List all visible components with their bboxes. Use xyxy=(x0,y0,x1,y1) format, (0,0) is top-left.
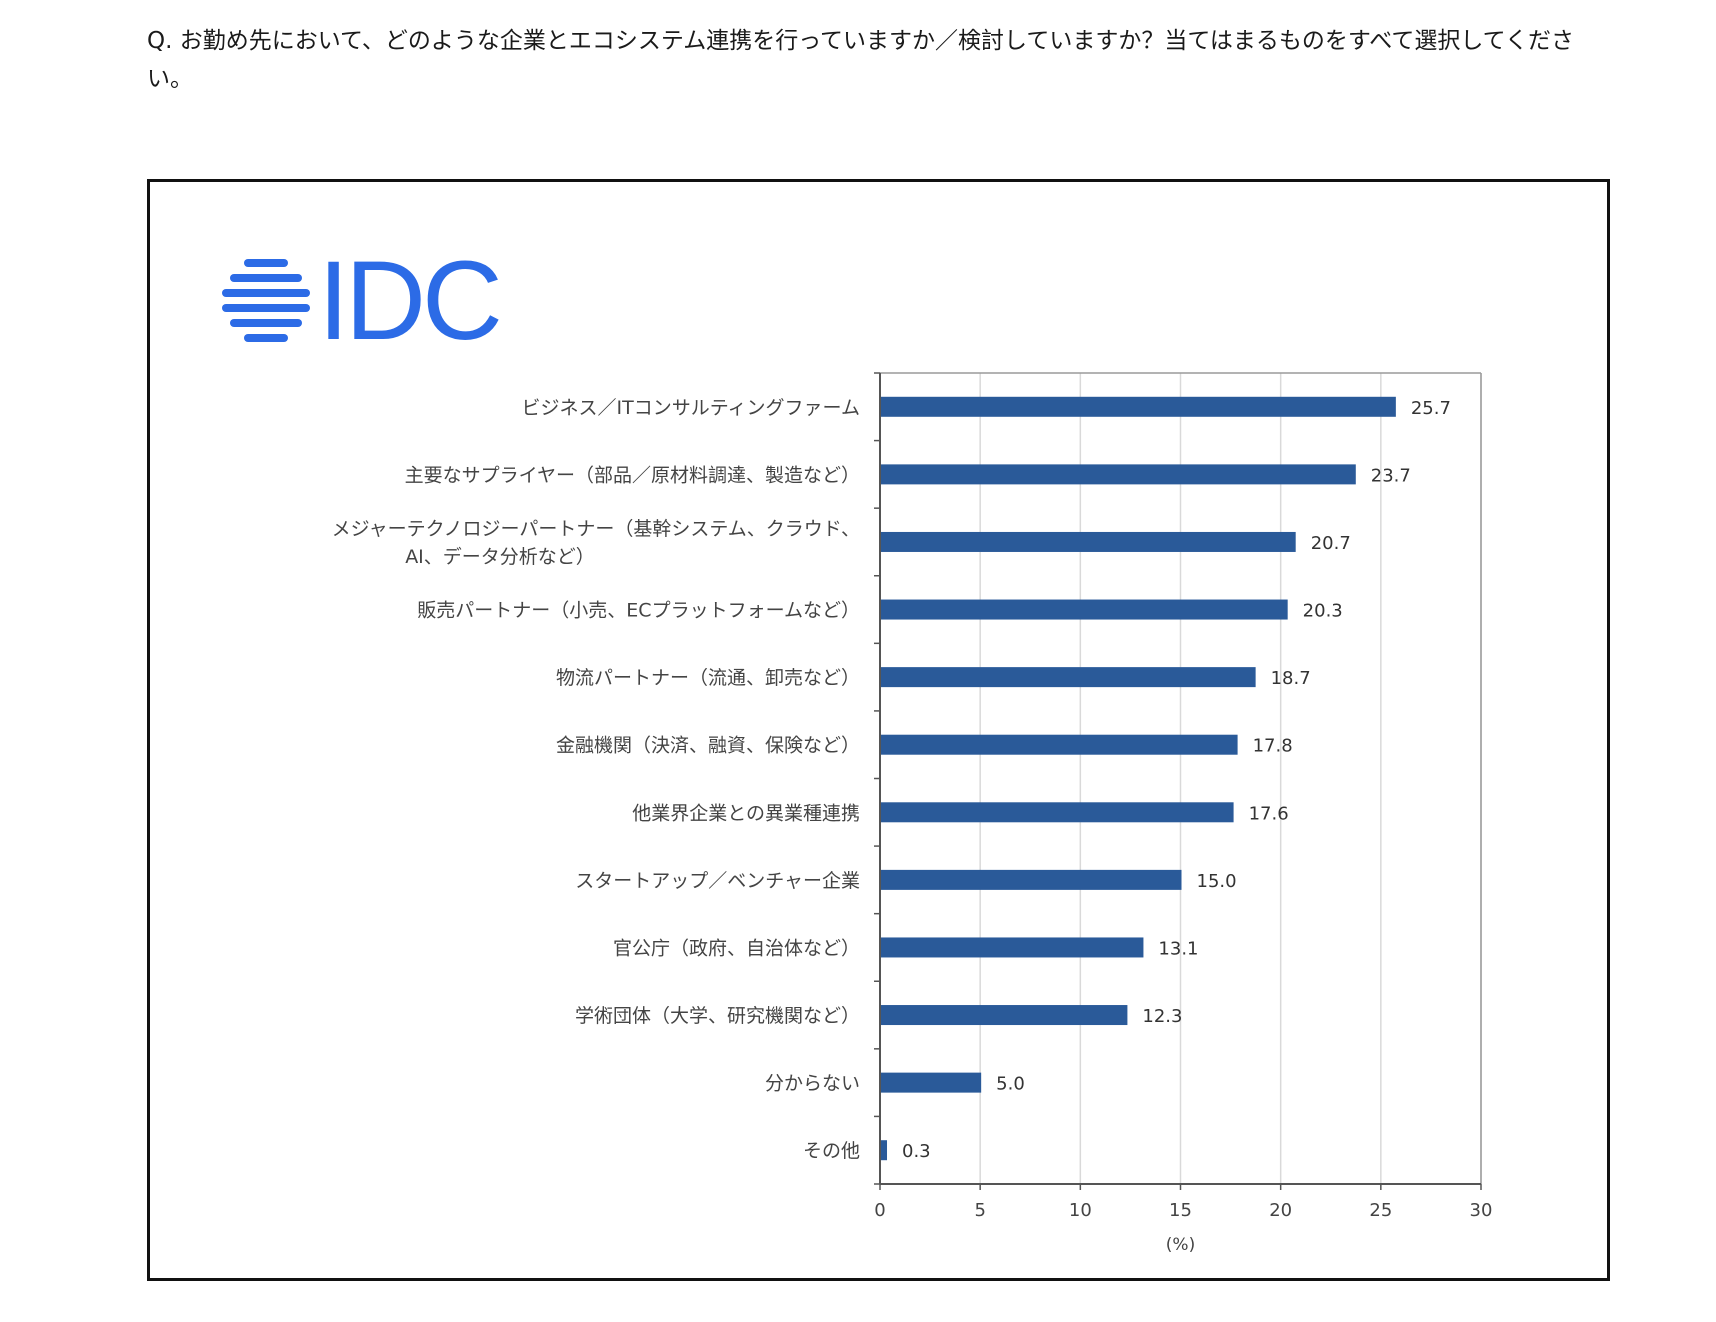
x-tick-label: 0 xyxy=(874,1200,885,1221)
value-label: 15.0 xyxy=(1197,871,1237,892)
logo-stripe xyxy=(230,274,302,282)
value-label: 13.1 xyxy=(1158,938,1198,959)
logo-stripe xyxy=(222,289,310,297)
x-tick-label: 25 xyxy=(1369,1200,1392,1221)
value-label: 25.7 xyxy=(1411,398,1451,419)
category-label: 学術団体（大学、研究機関など） xyxy=(575,1005,860,1027)
value-label: 17.8 xyxy=(1253,736,1293,757)
category-label: 物流パートナー（流通、卸売など） xyxy=(556,667,860,689)
question-text: Q. お勤め先において、どのような企業とエコシステム連携を行っていますか／検討し… xyxy=(147,28,1574,92)
x-tick-label: 30 xyxy=(1470,1200,1493,1221)
grid-layer xyxy=(979,373,1482,1184)
logo-text: IDC xyxy=(318,255,499,345)
bar xyxy=(881,396,1396,417)
logo-stripe xyxy=(244,334,288,342)
bar xyxy=(881,734,1238,755)
value-label: 23.7 xyxy=(1371,465,1411,486)
value-label: 20.7 xyxy=(1311,533,1351,554)
x-axis-title: (%) xyxy=(1166,1235,1195,1255)
category-label: 官公庁（政府、自治体など） xyxy=(613,937,860,959)
value-label: 20.3 xyxy=(1303,601,1343,622)
bar xyxy=(881,802,1234,823)
bar xyxy=(881,464,1356,485)
category-label: 主要なサプライヤー（部品／原材料調達、製造など） xyxy=(405,464,860,486)
x-tick-label: 15 xyxy=(1169,1200,1192,1221)
category-label: 分からない xyxy=(765,1073,860,1095)
category-label: ビジネス／ITコンサルティングファーム xyxy=(521,397,860,419)
bar xyxy=(881,869,1182,890)
x-tick-label: 10 xyxy=(1069,1200,1092,1221)
value-label: 17.6 xyxy=(1249,803,1289,824)
category-label: スタートアップ／ベンチャー企業 xyxy=(575,870,860,892)
value-label: 5.0 xyxy=(996,1074,1025,1095)
logo-stripes-icon xyxy=(222,259,310,342)
figure-frame xyxy=(147,179,1610,1281)
logo-stripe xyxy=(222,304,310,312)
idc-logo: IDC xyxy=(222,255,503,345)
bar xyxy=(881,599,1288,620)
bar xyxy=(881,531,1296,552)
category-label: その他 xyxy=(803,1140,860,1162)
bar xyxy=(881,1072,982,1093)
logo-stripe xyxy=(230,319,302,327)
logo-stripe xyxy=(244,259,288,267)
bar-layer xyxy=(881,396,1396,1161)
category-label: 金融機関（決済、融資、保険など） xyxy=(556,735,860,757)
bar xyxy=(881,937,1144,958)
bar xyxy=(881,1005,1128,1026)
x-tick-label: 5 xyxy=(974,1200,985,1221)
label-layer: 0 5 10 15 20 25 30 (%) 25.7 ビジネス／ITコンサルティングファーム 23… xyxy=(332,397,1493,1255)
category-label: メジャーテクノロジーパートナー（基幹システム、クラウド、 AI、データ分析など） xyxy=(332,518,860,568)
bar xyxy=(881,667,1256,688)
category-label: 販売パートナー（小売、ECプラットフォームなど） xyxy=(417,600,860,622)
value-label: 0.3 xyxy=(902,1141,931,1162)
value-label: 18.7 xyxy=(1271,668,1311,689)
x-tick-label: 20 xyxy=(1269,1200,1292,1221)
bar xyxy=(881,1140,888,1161)
category-label: 他業界企業との異業種連携 xyxy=(632,802,860,824)
value-label: 12.3 xyxy=(1142,1006,1182,1027)
axis-layer xyxy=(874,372,1482,1190)
